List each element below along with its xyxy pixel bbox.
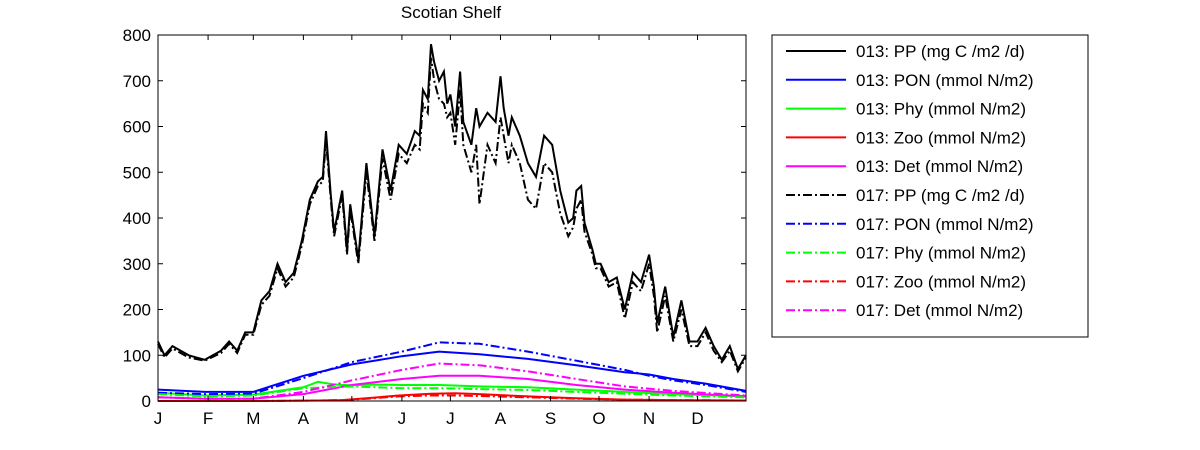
x-tick-label: A	[495, 409, 507, 428]
y-tick-label: 200	[123, 301, 151, 320]
x-tick-label: J	[446, 409, 455, 428]
x-tick-label: F	[203, 409, 213, 428]
legend-label: 013: Phy (mmol N/m2)	[856, 100, 1026, 119]
series-line-10	[157, 362, 747, 400]
series-line-6	[157, 57, 747, 374]
legend-label: 017: Zoo (mmol N/m2)	[856, 272, 1026, 291]
y-tick-label: 600	[123, 118, 151, 137]
series-line-9	[158, 394, 747, 402]
x-tick-label: J	[398, 409, 407, 428]
x-tick-label: D	[691, 409, 703, 428]
chart-title: Scotian Shelf	[401, 3, 501, 22]
series-line-2	[157, 350, 747, 393]
x-tick-label: A	[298, 409, 310, 428]
legend-label: 017: Phy (mmol N/m2)	[856, 244, 1026, 263]
x-tick-label: M	[246, 409, 260, 428]
plot-frame	[157, 34, 747, 402]
legend: 013: PP (mg C /m2 /d) 013: PON (mmol N/m2…	[771, 34, 1089, 338]
y-tick-label: 700	[123, 72, 151, 91]
series-layer	[157, 44, 747, 402]
legend-label: 017: PP (mg C /m2 /d)	[856, 186, 1025, 205]
y-tick-label: 300	[123, 255, 151, 274]
x-tick-label: N	[643, 409, 655, 428]
x-tick-label: M	[345, 409, 359, 428]
series-line-8	[157, 385, 747, 399]
legend-label: 017: Det (mmol N/m2)	[856, 301, 1023, 320]
legend-box	[771, 34, 1089, 338]
legend-label: 013: Zoo (mmol N/m2)	[856, 128, 1026, 147]
x-tick-label: J	[154, 409, 163, 428]
y-tick-label: 0	[142, 392, 151, 411]
y-axis: 0 100 200 300 400 500 600 700 800	[123, 26, 746, 411]
y-tick-label: 800	[123, 26, 151, 45]
series-line-1	[157, 44, 747, 372]
series-line-4	[158, 392, 747, 402]
y-tick-label: 400	[123, 209, 151, 228]
legend-label: 013: PON (mmol N/m2)	[856, 71, 1034, 90]
legend-label: 013: PP (mg C /m2 /d)	[856, 42, 1025, 61]
x-tick-label: S	[545, 409, 556, 428]
legend-label: 017: PON (mmol N/m2)	[856, 215, 1034, 234]
y-tick-label: 100	[123, 346, 151, 365]
y-tick-label: 500	[123, 163, 151, 182]
x-tick-label: O	[592, 409, 605, 428]
legend-label: 013: Det (mmol N/m2)	[856, 157, 1023, 176]
series-line-7	[157, 341, 747, 396]
